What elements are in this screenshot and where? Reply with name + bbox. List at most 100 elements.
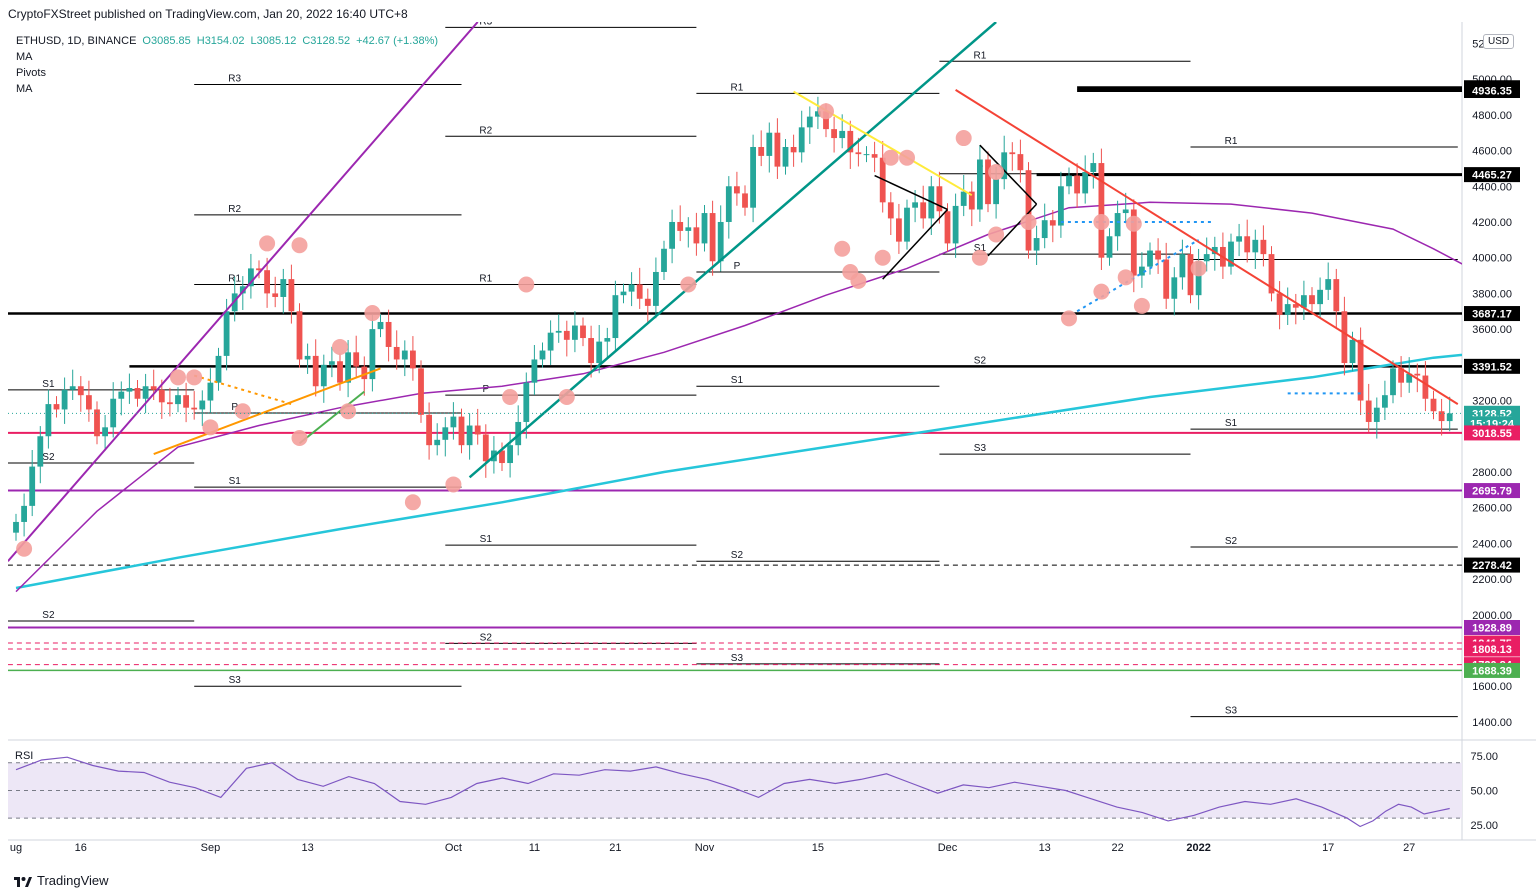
candle-body xyxy=(1252,239,1259,253)
legend-indicator-pivots[interactable]: Pivots xyxy=(16,67,46,79)
moving-average-slow xyxy=(15,353,1462,590)
time-tick-label: Nov xyxy=(695,842,715,854)
candle-body xyxy=(823,111,829,130)
trendline xyxy=(468,22,997,479)
candle-body xyxy=(37,436,44,467)
time-tick-label: 11 xyxy=(529,842,540,854)
candle-body xyxy=(369,329,376,380)
candle-body xyxy=(199,400,206,410)
price-label-text: 4465.27 xyxy=(1472,170,1512,182)
pivot-marker xyxy=(874,249,891,266)
time-tick-label: 21 xyxy=(609,842,621,854)
price-label-text: 3687.17 xyxy=(1472,309,1512,321)
candle-body xyxy=(1139,266,1145,276)
candle-body xyxy=(272,293,279,297)
pivot-label: R1 xyxy=(731,82,744,93)
legend-symbol[interactable]: ETHUSD, 1D, BINANCE xyxy=(16,35,137,47)
time-tick-label: 17 xyxy=(1322,842,1334,854)
pivot-label: S2 xyxy=(974,356,987,367)
pivot-label: S2 xyxy=(1225,536,1238,547)
candle-body xyxy=(1147,250,1153,267)
candle-body xyxy=(669,221,675,249)
time-tick-label: 16 xyxy=(75,842,87,854)
pivot-label: S1 xyxy=(731,375,744,386)
candle-body xyxy=(248,268,254,287)
candle-body xyxy=(183,395,189,408)
pivot-marker xyxy=(291,237,308,254)
candle-body xyxy=(1292,304,1299,308)
pivot-marker xyxy=(818,103,834,120)
pivot-label: S1 xyxy=(480,534,493,545)
candle-body xyxy=(1301,295,1307,308)
candle-body xyxy=(442,427,449,440)
candle-body xyxy=(13,521,19,533)
candle-body xyxy=(547,332,554,351)
trendline xyxy=(8,22,479,562)
pivot-marker xyxy=(988,226,1005,243)
candle-body xyxy=(1325,279,1332,290)
candle-body xyxy=(855,152,862,155)
legend-indicator-ma-2[interactable]: MA xyxy=(16,83,33,95)
candle-body xyxy=(126,388,133,392)
candle-body xyxy=(604,338,611,342)
pivot-marker xyxy=(882,149,899,166)
pivot-marker xyxy=(332,338,348,355)
chart-legend: ETHUSD, 1D, BINANCE O3085.85 H3154.02 L3085… xyxy=(16,33,444,97)
candle-body xyxy=(1155,250,1161,260)
candle-body xyxy=(685,227,692,231)
price-tick-label: 2800.00 xyxy=(1472,467,1512,479)
pivot-label: S3 xyxy=(974,443,987,454)
candle-body xyxy=(887,202,894,219)
candle-body xyxy=(774,132,781,167)
pivot-marker xyxy=(834,240,851,257)
price-label-bg xyxy=(1464,483,1520,499)
time-tick-label: Dec xyxy=(938,842,958,854)
candle-body xyxy=(1058,186,1064,226)
tradingview-brand[interactable]: TradingView xyxy=(14,873,109,888)
trendline xyxy=(882,208,949,280)
candle-body xyxy=(1228,241,1234,267)
pivot-marker xyxy=(1061,310,1077,327)
price-label-text: 1808.13 xyxy=(1472,644,1512,656)
price-tick-label: 2600.00 xyxy=(1472,503,1512,515)
price-label-text: 4936.35 xyxy=(1472,86,1512,98)
candle-body xyxy=(312,355,319,387)
currency-badge[interactable]: USD xyxy=(1483,34,1515,49)
rsi-tick-label: 25.00 xyxy=(1470,820,1498,832)
pivot-marker xyxy=(899,149,915,166)
candle-body xyxy=(815,111,821,117)
candle-body xyxy=(782,146,789,167)
candle-body xyxy=(628,284,635,292)
candle-body xyxy=(345,352,351,383)
candle-body xyxy=(1317,289,1323,305)
pivot-marker xyxy=(988,163,1005,180)
price-tick-label: 4200.00 xyxy=(1472,217,1512,229)
price-tick-label: 3800.00 xyxy=(1472,288,1512,300)
candle-body xyxy=(1171,277,1178,299)
pivot-marker xyxy=(1020,213,1037,230)
candle-body xyxy=(1211,246,1218,255)
candle-body xyxy=(296,311,303,360)
candle-body xyxy=(207,382,214,401)
legend-indicator-ma-1[interactable]: MA xyxy=(16,51,33,63)
candle-body xyxy=(653,271,659,306)
candle-body xyxy=(361,366,368,380)
price-tick-label: 4400.00 xyxy=(1472,181,1512,193)
pivot-marker xyxy=(16,540,33,557)
candle-body xyxy=(69,386,76,390)
pivot-label: S1 xyxy=(974,243,987,254)
pivot-marker xyxy=(1190,260,1207,277)
price-label-bg xyxy=(1464,83,1520,99)
candle-body xyxy=(758,146,765,156)
candle-body xyxy=(1365,400,1372,422)
candle-body xyxy=(1122,209,1129,214)
candle-body xyxy=(353,352,360,367)
candle-body xyxy=(1130,209,1137,276)
tradingview-logo-icon xyxy=(14,876,32,887)
time-tick-label: 13 xyxy=(301,842,313,854)
candle-body xyxy=(1066,175,1072,187)
rsi-line xyxy=(15,756,1450,828)
candle-body xyxy=(280,279,287,297)
candle-body xyxy=(725,186,732,222)
